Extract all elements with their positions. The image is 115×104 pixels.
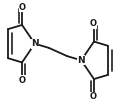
Text: N: N	[77, 56, 84, 65]
Text: O: O	[89, 19, 96, 28]
Text: O: O	[19, 3, 26, 12]
Text: O: O	[89, 92, 96, 101]
Text: O: O	[19, 76, 26, 85]
Text: N: N	[31, 39, 38, 48]
